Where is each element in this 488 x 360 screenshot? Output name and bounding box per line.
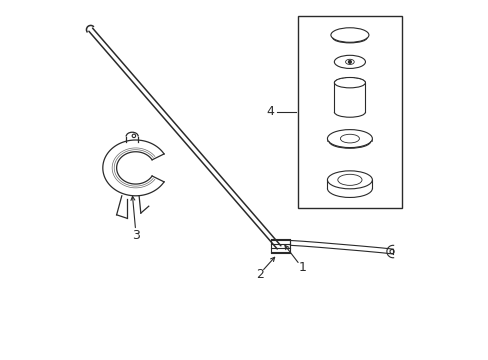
- Circle shape: [348, 60, 350, 63]
- Text: 3: 3: [131, 229, 139, 242]
- Bar: [298, 16, 401, 208]
- Text: 2: 2: [256, 268, 264, 281]
- Text: 4: 4: [266, 105, 274, 118]
- Text: 1: 1: [298, 261, 305, 274]
